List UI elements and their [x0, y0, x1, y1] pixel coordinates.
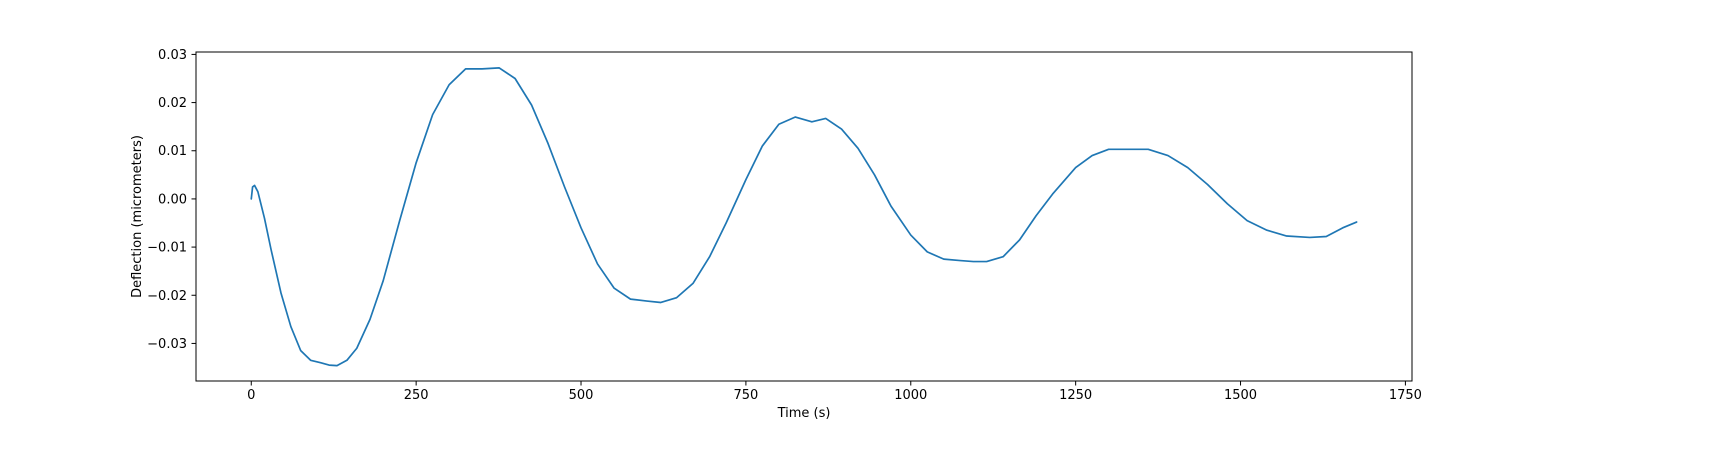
y-tick-label: −0.02 [147, 289, 187, 304]
x-tick-label: 1250 [1059, 388, 1092, 403]
y-tick-label: −0.03 [147, 337, 187, 352]
x-tick-label: 1750 [1389, 388, 1422, 403]
x-tick-label: 500 [569, 388, 594, 403]
x-tick-label: 1500 [1224, 388, 1257, 403]
x-tick-label: 750 [733, 388, 758, 403]
y-tick-label: −0.01 [147, 241, 187, 256]
x-tick-label: 250 [404, 388, 429, 403]
x-tick-label: 1000 [894, 388, 927, 403]
y-tick-label: 0.02 [158, 96, 187, 111]
y-tick-label: 0.03 [158, 48, 187, 63]
y-tick-label: 0.01 [158, 144, 187, 159]
series-line-1 [250, 67, 1358, 367]
x-axis-label: Time (s) [777, 406, 831, 421]
x-tick-label: 0 [247, 388, 255, 403]
plot-area-frame [195, 51, 1413, 382]
y-axis: −0.03 −0.02 −0.01 0.00 0.01 0.02 0.03 [147, 48, 196, 352]
x-axis: 0 250 500 750 1000 1250 1500 1750 [247, 381, 1422, 403]
y-tick-label: 0.00 [158, 192, 187, 207]
y-axis-label: Deflection (micrometers) [130, 135, 145, 298]
